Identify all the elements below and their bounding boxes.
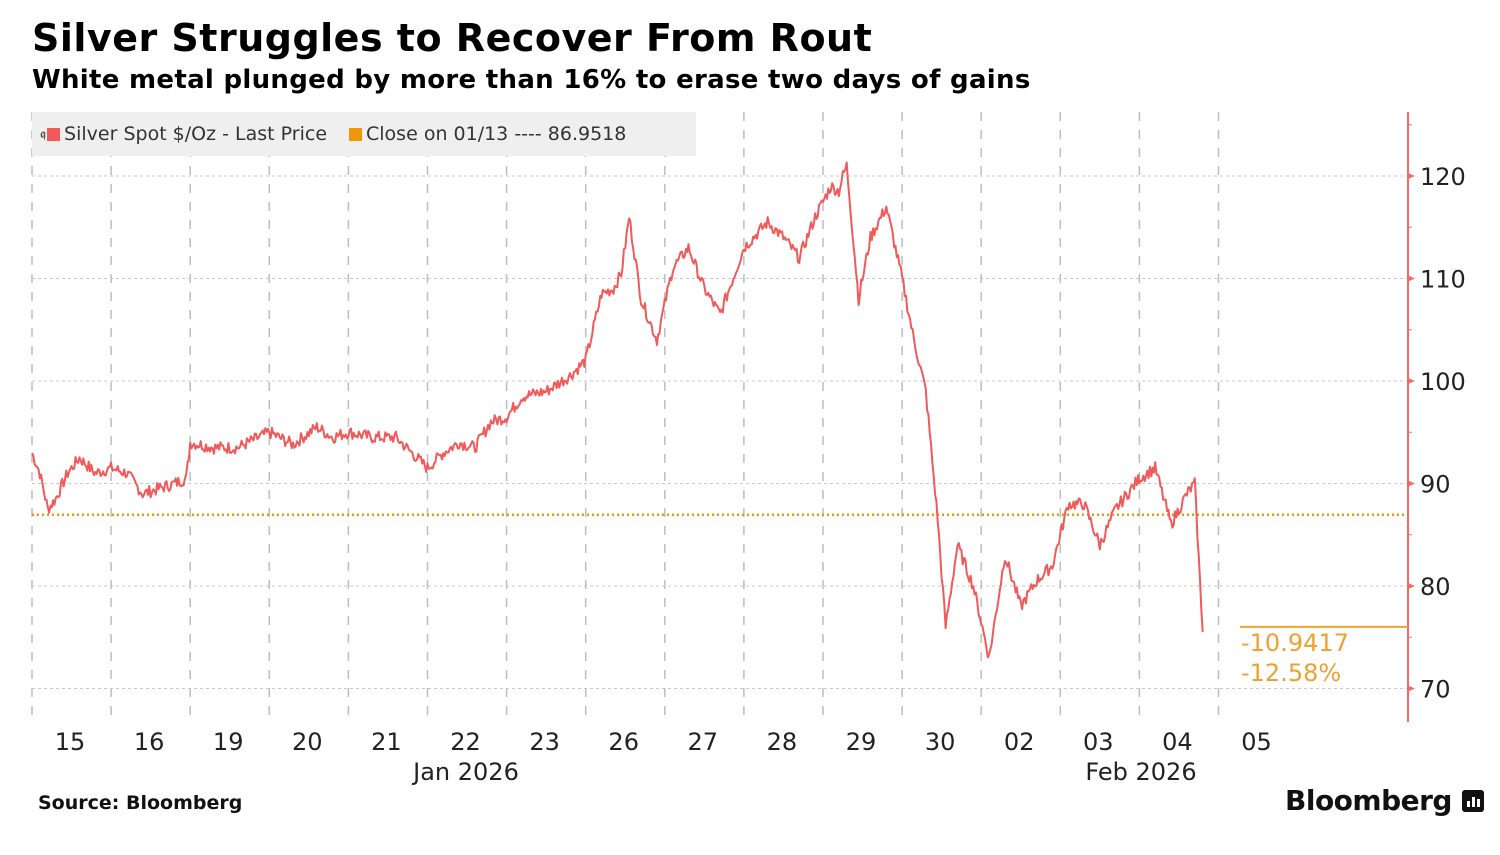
x-tick-label: 20 — [292, 728, 323, 756]
annotation-change-pct: -12.58% — [1241, 659, 1341, 687]
legend-label-silver: Silver Spot $/Oz - Last Price — [64, 123, 328, 145]
y-tick-label: 90 — [1420, 471, 1451, 499]
x-tick-label: 15 — [55, 728, 86, 756]
x-tick-label: 22 — [450, 728, 481, 756]
x-tick-label: 04 — [1162, 728, 1193, 756]
y-tick-label: 110 — [1420, 266, 1466, 294]
y-tick-label: 80 — [1420, 573, 1451, 601]
legend-item-close[interactable]: Close on 01/13 ---- 86.9518 — [349, 123, 626, 145]
y-tick-mark — [1408, 583, 1415, 589]
brand-logo: Bloomberg — [1285, 784, 1484, 817]
x-tick-label: 27 — [688, 728, 719, 756]
x-tick-label: 16 — [134, 728, 165, 756]
x-tick-label: 23 — [529, 728, 560, 756]
month-label-feb: Feb 2026 — [1085, 758, 1196, 786]
source-note: Source: Bloomberg — [38, 792, 243, 814]
x-tick-label: 03 — [1083, 728, 1114, 756]
x-tick-label: 21 — [371, 728, 402, 756]
pin-icon[interactable]: 𝖖 — [40, 126, 47, 142]
chart-subtitle: White metal plunged by more than 16% to … — [32, 65, 1031, 95]
y-tick-label: 100 — [1420, 368, 1466, 396]
series-line-silver-spot — [31, 161, 1204, 659]
legend-swatch-silver — [47, 127, 61, 141]
legend-label-close: Close on 01/13 ---- 86.9518 — [366, 123, 627, 145]
y-tick-label: 120 — [1420, 163, 1466, 191]
y-tick-mark — [1408, 685, 1415, 692]
y-tick-mark — [1408, 275, 1415, 282]
y-tick-mark — [1408, 480, 1415, 487]
brand-name: Bloomberg — [1285, 784, 1452, 817]
y-tick-label: 70 — [1420, 676, 1451, 704]
x-tick-label: 26 — [608, 728, 639, 756]
legend: 𝖖 Silver Spot $/Oz - Last Price Close on… — [32, 112, 696, 156]
x-tick-label: 05 — [1241, 728, 1272, 756]
y-tick-mark — [1408, 378, 1415, 384]
x-tick-label: 29 — [846, 728, 877, 756]
horizontal-gridlines — [32, 175, 1408, 689]
x-axis-ticks: 15 16 19 20 21 22 23 26 27 28 29 30 02 03 04 05 — [55, 728, 1272, 756]
annotation-change-abs: -10.9417 — [1241, 629, 1349, 657]
legend-swatch-close — [349, 127, 363, 141]
month-label-jan: Jan 2026 — [411, 758, 519, 786]
x-tick-label: 28 — [767, 728, 798, 756]
y-axis-ticks: 70 80 90 100 110 120 — [1408, 124, 1466, 704]
chart-title: Silver Struggles to Recover From Rout — [32, 16, 873, 60]
y-tick-mark — [1408, 173, 1415, 179]
vertical-gridlines — [31, 112, 1220, 720]
legend-item-silver-spot[interactable]: Silver Spot $/Oz - Last Price — [47, 123, 327, 145]
bloomberg-chart-icon — [1461, 789, 1484, 812]
x-tick-label: 19 — [213, 728, 244, 756]
x-tick-label: 30 — [925, 728, 956, 756]
x-tick-label: 02 — [1004, 728, 1035, 756]
